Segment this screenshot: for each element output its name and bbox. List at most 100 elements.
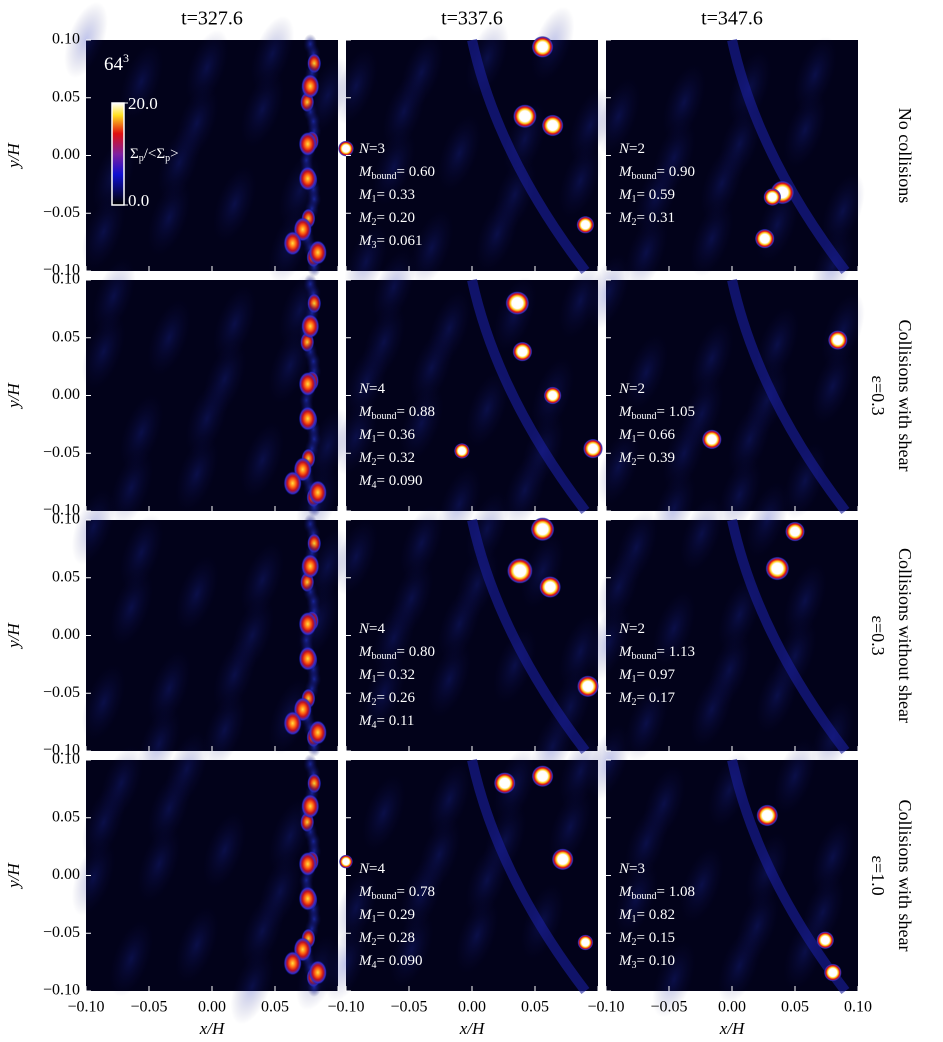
- mass-sub: 4: [372, 720, 377, 731]
- haze: [427, 761, 472, 838]
- mass-annotation: M2= 0.39: [618, 450, 675, 468]
- filament: [727, 38, 850, 275]
- mass-symbol: M: [618, 667, 633, 683]
- mass-sub: 4: [372, 960, 377, 971]
- haze: [240, 422, 285, 499]
- y-tick-label: 0.10: [52, 271, 80, 288]
- x-tick-label: 0.05: [781, 999, 809, 1016]
- y-tick-label: 0.05: [52, 568, 80, 585]
- mass-sub: 2: [372, 697, 377, 708]
- y-tick-label: 0.10: [52, 511, 80, 528]
- mass-value: = 0.33: [377, 187, 415, 203]
- mass-sub: 1: [372, 914, 377, 925]
- x-tick-label: −0.05: [390, 999, 427, 1016]
- mass-value: = 0.32: [377, 667, 415, 683]
- y-axis-label: y/H: [4, 862, 23, 890]
- mass-symbol: M: [358, 210, 373, 226]
- y-axis-label: y/H: [4, 622, 23, 650]
- haze: [334, 869, 378, 946]
- mass-annotation: M4= 0.090: [358, 473, 422, 491]
- clump: [577, 934, 594, 951]
- clump: [308, 720, 327, 745]
- haze: [680, 846, 724, 923]
- haze: [119, 43, 164, 120]
- mass-symbol: M: [618, 690, 633, 706]
- haze: [71, 488, 116, 566]
- colorbar-label-part: p: [139, 153, 144, 164]
- haze: [642, 765, 686, 842]
- clump: [298, 166, 317, 191]
- haze: [389, 911, 434, 988]
- mass-sub: 1: [632, 434, 637, 445]
- x-tick-label: −0.05: [130, 999, 167, 1016]
- mass-value: = 1.05: [657, 404, 695, 420]
- y-tick-label: 0.00: [52, 626, 80, 643]
- row-epsilon: ε=1.0: [868, 855, 888, 895]
- mass-sub: 2: [632, 457, 637, 468]
- mass-sub: bound: [632, 891, 657, 902]
- haze: [81, 664, 126, 741]
- y-tick-label: −0.10: [43, 262, 80, 279]
- mass-value: = 0.090: [377, 953, 423, 969]
- clump: [701, 429, 722, 450]
- y-tick-label: 0.05: [52, 808, 80, 825]
- row-label: Collisions with shear: [895, 800, 915, 952]
- mass-sub: 1: [372, 194, 377, 205]
- clump: [298, 406, 317, 431]
- clump: [493, 772, 516, 795]
- haze: [119, 514, 164, 591]
- mass-value: = 0.60: [397, 164, 435, 180]
- clump: [301, 554, 320, 579]
- haze: [389, 560, 434, 637]
- clump: [298, 131, 317, 156]
- haze: [258, 853, 302, 930]
- count-symbol: N: [358, 381, 370, 397]
- mass-annotation: M2= 0.17: [618, 690, 675, 708]
- haze: [399, 505, 444, 582]
- mass-value: = 0.66: [637, 427, 676, 443]
- mass-annotation: M2= 0.31: [618, 210, 675, 228]
- mass-symbol: M: [358, 907, 373, 923]
- mass-symbol: M: [358, 427, 373, 443]
- mass-annotation: Mbound= 0.88: [358, 404, 435, 422]
- mass-annotation: M2= 0.15: [618, 930, 675, 948]
- y-axis-label: y/H: [4, 142, 23, 170]
- haze: [717, 105, 762, 183]
- mass-annotation: M2= 0.26: [358, 690, 415, 708]
- mass-value: = 0.11: [377, 713, 415, 729]
- mass-value: = 1.13: [657, 644, 695, 660]
- mass-annotation: Mbound= 1.13: [618, 644, 695, 662]
- haze: [437, 115, 482, 192]
- haze: [81, 193, 126, 270]
- haze: [399, 385, 444, 462]
- count-value: =2: [629, 141, 645, 157]
- mass-sub: bound: [632, 651, 657, 662]
- filament: [727, 278, 850, 515]
- filament: [467, 278, 590, 515]
- mass-annotation: M1= 0.32: [358, 667, 415, 685]
- colorbar: [111, 102, 125, 206]
- haze: [417, 816, 461, 893]
- y-tick-label: 0.05: [52, 328, 80, 345]
- mass-annotation: M3= 0.061: [358, 233, 422, 251]
- x-tick-label: −0.05: [650, 999, 687, 1016]
- mass-value: = 0.28: [377, 930, 415, 946]
- mass-sub: 3: [372, 240, 377, 251]
- haze: [147, 179, 191, 256]
- mass-sub: 3: [632, 960, 637, 971]
- clump: [531, 765, 554, 788]
- clump: [530, 517, 555, 542]
- haze: [783, 92, 827, 169]
- count-value: =3: [629, 861, 645, 877]
- y-tick-label: −0.05: [43, 444, 80, 461]
- mass-symbol: M: [358, 644, 373, 660]
- mass-value: = 0.29: [377, 907, 415, 923]
- x-tick-label: 0.00: [198, 999, 226, 1016]
- count-annotation: N=2: [618, 141, 645, 157]
- haze: [652, 590, 696, 667]
- mass-value: = 0.39: [637, 450, 675, 466]
- clump: [551, 848, 574, 871]
- mass-sub: 2: [632, 937, 637, 948]
- mass-symbol: M: [358, 713, 373, 729]
- colorbar-label-part: >: [170, 146, 178, 162]
